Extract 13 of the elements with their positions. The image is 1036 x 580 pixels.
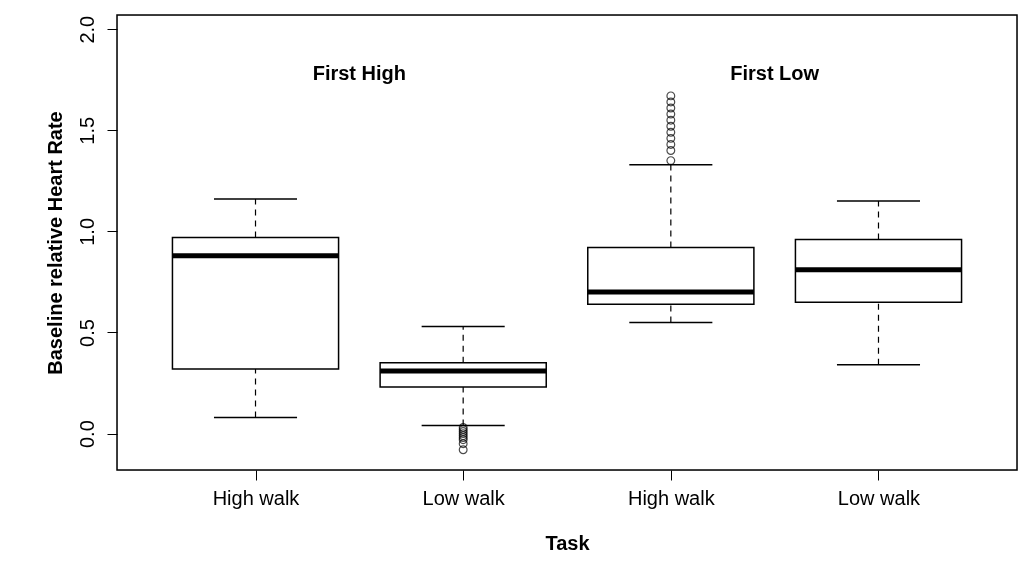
annotation: First Low bbox=[730, 62, 820, 85]
y-tick-label: 2.0 bbox=[75, 15, 98, 44]
y-tick-label: 0.0 bbox=[75, 420, 98, 449]
x-tick-label: High walk bbox=[212, 486, 301, 509]
y-tick-label: 1.0 bbox=[75, 217, 98, 246]
x-tick-label: High walk bbox=[627, 486, 716, 509]
y-tick-label: 0.5 bbox=[75, 319, 98, 347]
x-tick-label: Low walk bbox=[422, 486, 506, 509]
x-axis-title: Task bbox=[545, 531, 591, 554]
y-axis-title: Baseline relative Heart Rate bbox=[43, 111, 66, 375]
y-tick-label: 1.5 bbox=[75, 116, 98, 145]
x-tick-label: Low walk bbox=[837, 486, 922, 509]
annotation: First High bbox=[312, 62, 407, 85]
